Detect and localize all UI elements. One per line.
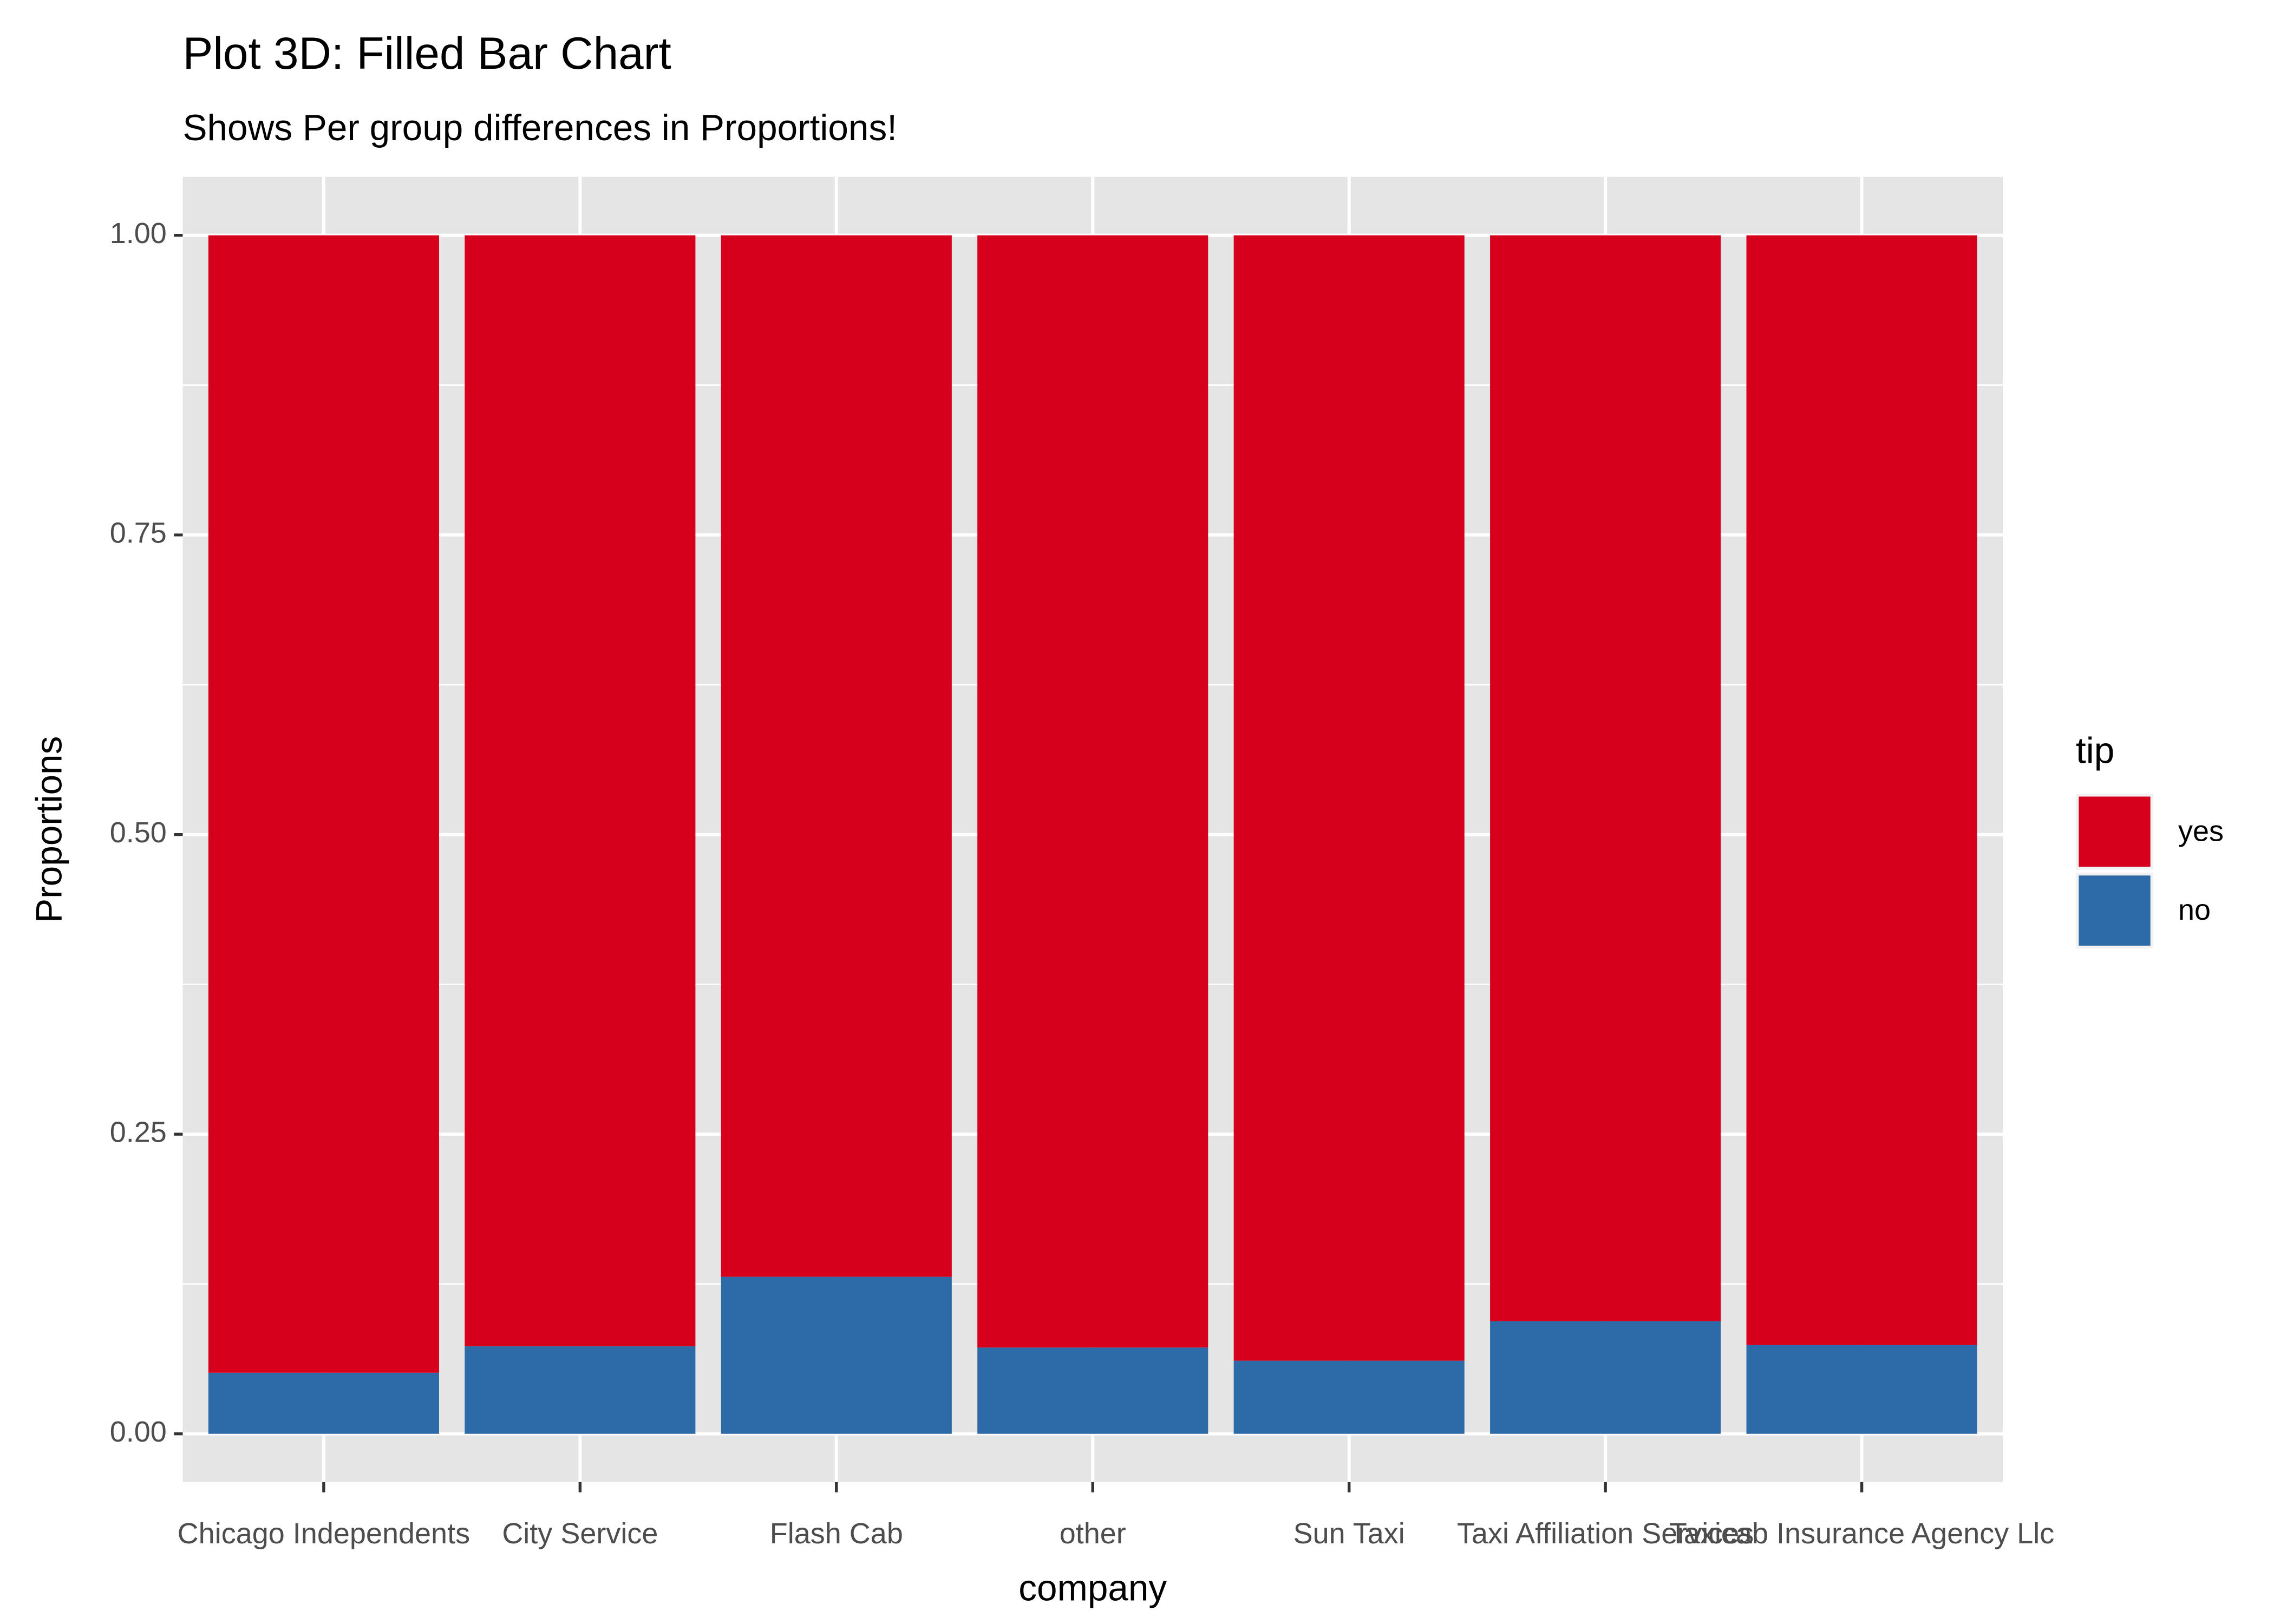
y-tick-label: 0.75 bbox=[110, 516, 167, 549]
bar-segment-yes bbox=[1490, 235, 1721, 1321]
y-tick-label: 0.50 bbox=[110, 816, 167, 849]
legend-key-no bbox=[2079, 875, 2151, 946]
y-tick-label: 0.00 bbox=[110, 1416, 167, 1448]
y-tick-label: 0.25 bbox=[110, 1116, 167, 1148]
y-tick-label: 1.00 bbox=[110, 217, 167, 250]
legend-title: tip bbox=[2076, 730, 2114, 771]
bar-segment-yes bbox=[721, 235, 952, 1277]
bar-segment-no bbox=[1233, 1360, 1465, 1434]
x-tick-label: Sun Taxi bbox=[1293, 1517, 1405, 1550]
x-tick-label: Taxicab Insurance Agency Llc bbox=[1669, 1517, 2054, 1550]
chart-title: Plot 3D: Filled Bar Chart bbox=[183, 28, 671, 78]
bar-segment-no bbox=[977, 1347, 1208, 1434]
bar-segment-no bbox=[721, 1276, 952, 1434]
x-tick-label: Taxi Affiliation Services bbox=[1457, 1517, 1754, 1550]
x-tick-label: Flash Cab bbox=[770, 1517, 903, 1550]
bar-segment-yes bbox=[208, 235, 439, 1373]
bar-segment-yes bbox=[1233, 235, 1465, 1361]
legend-label-yes: yes bbox=[2178, 815, 2224, 847]
bar-segment-yes bbox=[977, 235, 1208, 1348]
bar-segment-no bbox=[1490, 1321, 1721, 1434]
bar-segment-yes bbox=[1746, 235, 1977, 1345]
y-axis-title: Proportions bbox=[29, 736, 69, 923]
x-tick-label: other bbox=[1060, 1517, 1126, 1550]
bar-segment-no bbox=[1746, 1345, 1977, 1434]
x-tick-label: City Service bbox=[502, 1517, 658, 1550]
bar-segment-no bbox=[465, 1346, 696, 1434]
bar-segment-yes bbox=[465, 235, 696, 1347]
x-axis-title: company bbox=[1018, 1568, 1167, 1609]
legend-label-no: no bbox=[2178, 894, 2211, 926]
bar-segment-no bbox=[208, 1372, 439, 1434]
legend-key-yes bbox=[2079, 796, 2151, 867]
chart-subtitle: Shows Per group differences in Proportio… bbox=[183, 108, 897, 148]
x-tick-label: Chicago Independents bbox=[178, 1517, 470, 1550]
